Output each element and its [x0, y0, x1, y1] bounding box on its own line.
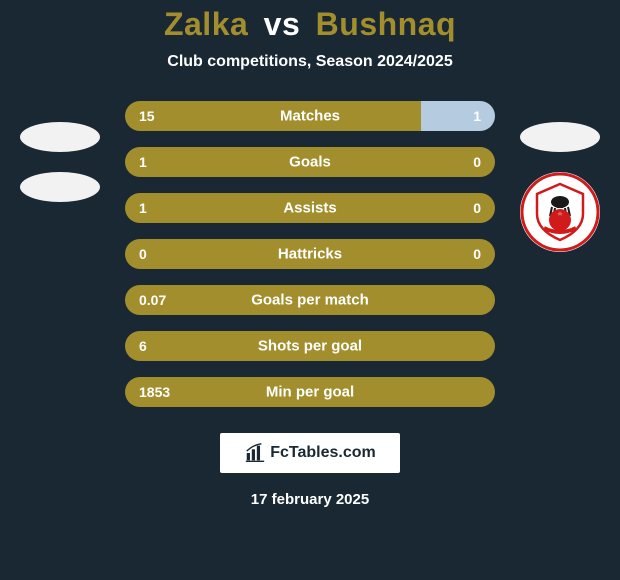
stat-value-right: 0	[473, 154, 481, 170]
stat-value-left: 1	[139, 154, 147, 170]
stat-row: 15 Matches 1	[125, 101, 495, 131]
stat-label: Assists	[283, 200, 336, 217]
stat-label: Shots per goal	[258, 338, 362, 355]
logo-text: FcTables.com	[270, 444, 376, 462]
stat-value-left: 15	[139, 108, 155, 124]
stat-value-right: 1	[473, 108, 481, 124]
fctables-logo: FcTables.com	[220, 433, 400, 473]
stat-row: 1853 Min per goal	[125, 377, 495, 407]
title-player1: Zalka	[164, 6, 248, 42]
stat-row: 1 Goals 0	[125, 147, 495, 177]
stat-row: 0 Hattricks 0	[125, 239, 495, 269]
left-badge-column	[20, 122, 100, 202]
right-club-badge	[520, 172, 600, 252]
stat-row: 1 Assists 0	[125, 193, 495, 223]
stat-label: Goals per match	[251, 292, 369, 309]
stat-label: Min per goal	[266, 384, 354, 401]
stat-value-left: 0.07	[139, 292, 166, 308]
stat-value-left: 1853	[139, 384, 170, 400]
title-vs: vs	[258, 6, 307, 42]
subtitle: Club competitions, Season 2024/2025	[167, 53, 452, 71]
stat-bar-right	[421, 101, 495, 131]
date-text: 17 february 2025	[251, 491, 369, 508]
stat-row: 6 Shots per goal	[125, 331, 495, 361]
stat-row: 0.07 Goals per match	[125, 285, 495, 315]
right-player-badge	[520, 122, 600, 152]
left-club-badge	[20, 172, 100, 202]
stats-list: 15 Matches 1 1 Goals 0 1 Assists 0 0 Hattricks 0 0.0…	[125, 101, 495, 407]
stat-label: Hattricks	[278, 246, 342, 263]
right-badge-column	[520, 122, 600, 252]
stat-value-left: 1	[139, 200, 147, 216]
stat-label: Goals	[289, 154, 331, 171]
title-player2: Bushnaq	[316, 6, 456, 42]
stat-bar-left	[125, 101, 421, 131]
stat-value-right: 0	[473, 200, 481, 216]
stat-value-right: 0	[473, 246, 481, 262]
stat-label: Matches	[280, 108, 340, 125]
stat-value-left: 0	[139, 246, 147, 262]
left-player-badge	[20, 122, 100, 152]
stat-value-left: 6	[139, 338, 147, 354]
club-crest-icon	[520, 172, 600, 252]
chart-bars-icon	[244, 442, 266, 464]
main-title: Zalka vs Bushnaq	[164, 6, 456, 43]
comparison-card: Zalka vs Bushnaq Club competitions, Seas…	[0, 0, 620, 580]
